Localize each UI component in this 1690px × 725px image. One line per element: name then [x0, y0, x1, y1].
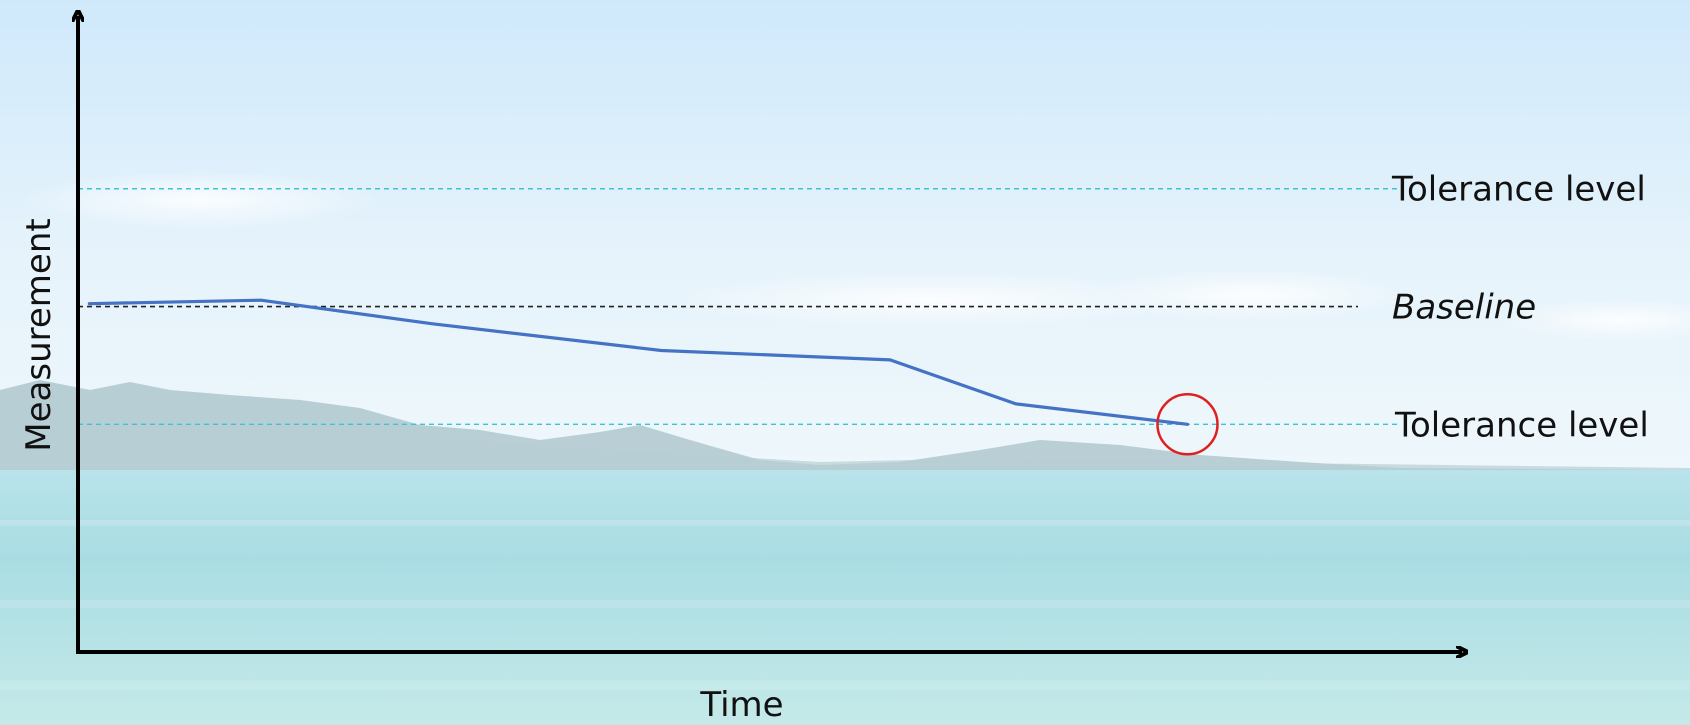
sea-shimmer — [0, 680, 1690, 690]
cloud — [1090, 269, 1410, 321]
mountains-far — [0, 392, 1690, 476]
x-axis-title: Time — [699, 685, 783, 725]
y-axis-title: Measurement — [19, 218, 59, 451]
sky — [0, 0, 1690, 470]
cloud — [670, 272, 1190, 328]
axes — [76, 16, 1462, 652]
cloud — [1500, 298, 1690, 342]
highlight-circle — [1156, 393, 1219, 456]
sea-shimmer — [0, 520, 1690, 526]
baseline-label: Baseline — [1392, 288, 1536, 328]
sea — [0, 470, 1690, 725]
cloud — [20, 170, 380, 230]
series — [87, 298, 1190, 426]
series-line — [87, 298, 1190, 426]
tolerance-label: Tolerance level — [1391, 170, 1646, 210]
sea-shimmer — [0, 600, 1690, 608]
highlight — [1156, 393, 1219, 456]
reference-labels: Tolerance level Baseline Tolerance level — [1391, 170, 1649, 446]
tolerance-label: Tolerance level — [1394, 405, 1649, 445]
